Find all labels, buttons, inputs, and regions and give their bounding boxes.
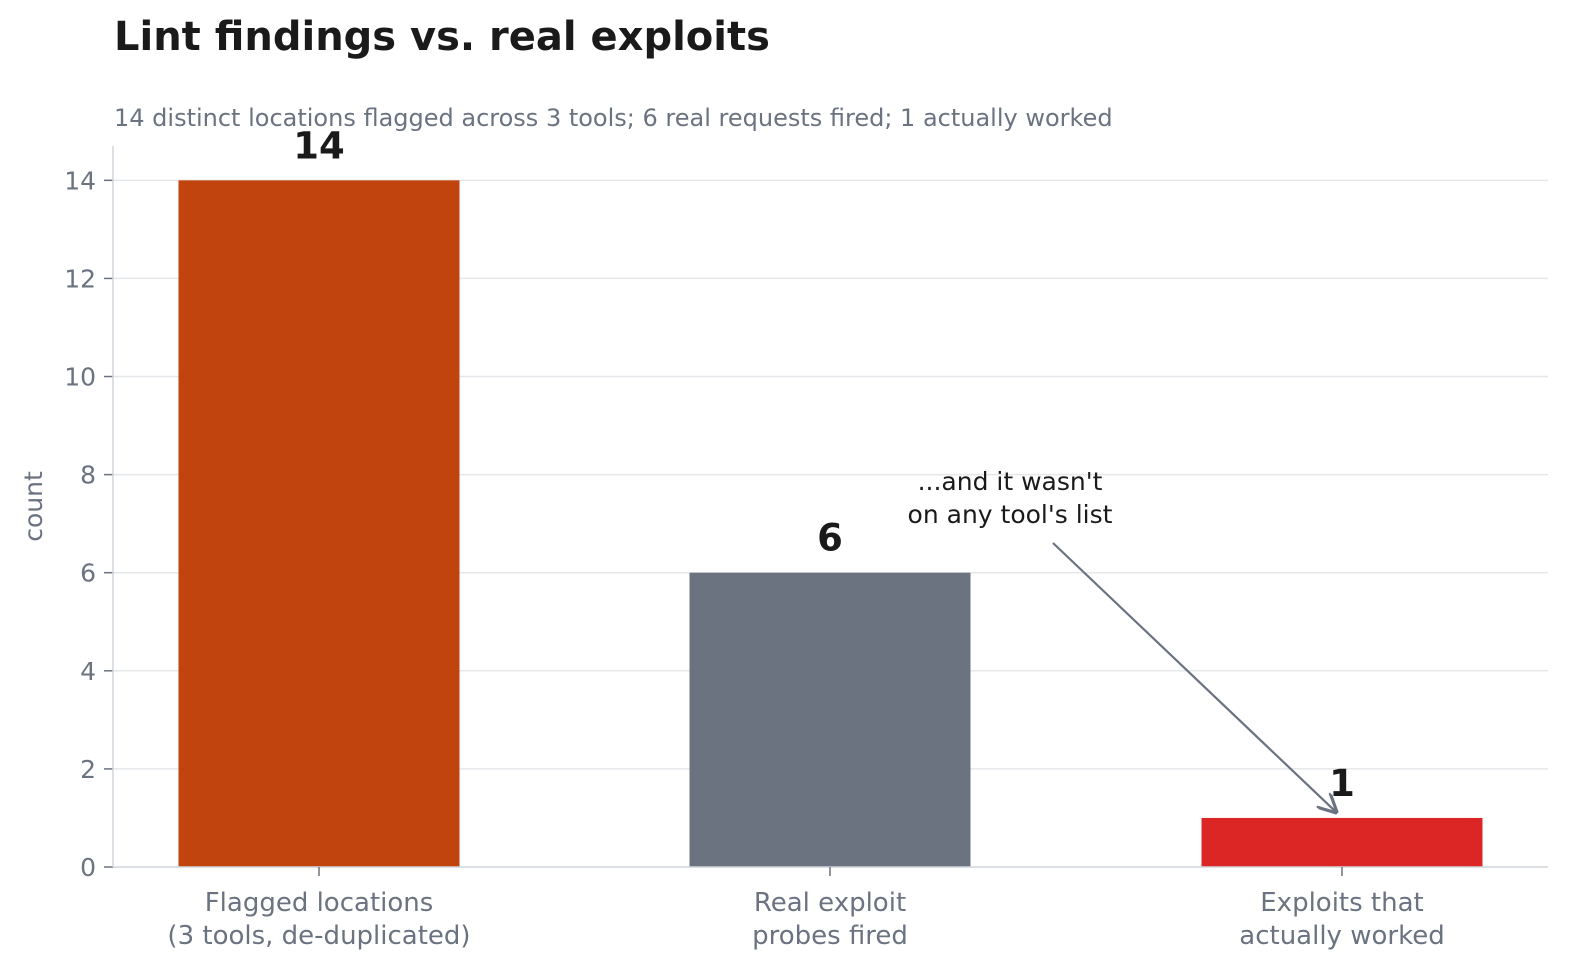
annotation: ...and it wasn't on any tool's list <box>908 467 1336 812</box>
axes <box>104 146 1548 876</box>
bar <box>689 572 971 867</box>
y-tick-label: 8 <box>80 461 96 490</box>
chart-title: Lint findings vs. real exploits <box>114 14 770 60</box>
x-tick-label: Exploits that actually worked <box>1239 888 1444 951</box>
y-tick-label: 14 <box>64 166 96 195</box>
x-tick-label: Real exploit probes fired <box>752 888 908 951</box>
y-tick-label: 2 <box>80 755 96 784</box>
y-tick-label: 0 <box>80 853 96 882</box>
x-tick-label: Flagged locations (3 tools, de-duplicated… <box>167 888 470 951</box>
value-label: 1 <box>1329 762 1355 805</box>
annotation-arrow <box>1052 542 1336 812</box>
chart-subtitle: 14 distinct locations flagged across 3 t… <box>114 104 1113 132</box>
annotation-text: ...and it wasn't on any tool's list <box>908 467 1113 529</box>
value-label: 14 <box>293 124 345 167</box>
labels: 0 2 4 6 8 10 12 14 count 14 Flagged locations (3 to… <box>19 124 1445 951</box>
y-tick-label: 10 <box>64 363 96 392</box>
y-axis-title: count <box>19 471 48 542</box>
bar <box>178 180 460 868</box>
y-tick-label: 6 <box>80 559 96 588</box>
y-tick-label: 4 <box>80 657 96 686</box>
bars <box>178 180 1483 868</box>
value-label: 6 <box>817 517 843 560</box>
bar <box>1201 817 1483 867</box>
y-tick-label: 12 <box>64 264 96 293</box>
